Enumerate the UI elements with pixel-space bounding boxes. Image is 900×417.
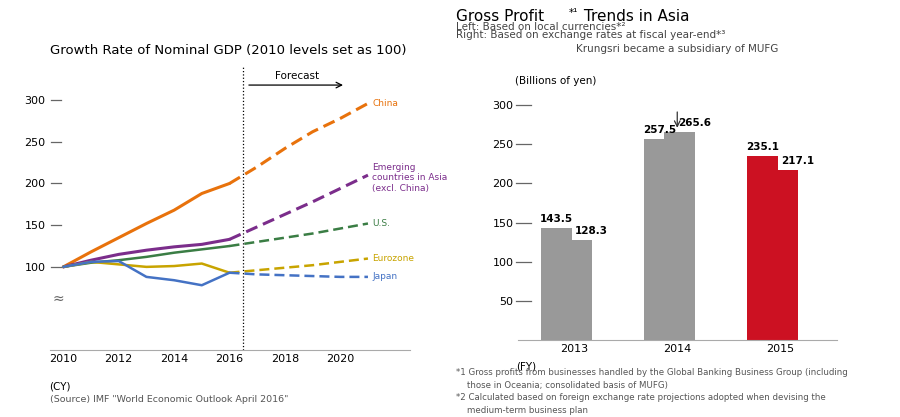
Text: Right: Based on exchange rates at fiscal year-end*³: Right: Based on exchange rates at fiscal… — [456, 30, 725, 40]
Bar — [767, 170, 797, 340]
Text: 143.5: 143.5 — [540, 214, 573, 224]
Bar — [747, 156, 778, 340]
Text: 217.1: 217.1 — [781, 156, 815, 166]
Text: (CY): (CY) — [50, 382, 71, 392]
Text: Eurozone: Eurozone — [372, 254, 414, 263]
Text: *¹: *¹ — [569, 8, 578, 18]
Bar — [541, 228, 572, 340]
Bar — [561, 239, 591, 340]
Text: ≈: ≈ — [52, 291, 64, 306]
Text: 128.3: 128.3 — [575, 226, 608, 236]
Text: Growth Rate of Nominal GDP (2010 levels set as 100): Growth Rate of Nominal GDP (2010 levels … — [50, 44, 406, 57]
Text: Trends in Asia: Trends in Asia — [579, 9, 689, 24]
Text: Krungsri became a subsidiary of MUFG: Krungsri became a subsidiary of MUFG — [576, 44, 778, 54]
Text: China: China — [372, 99, 398, 108]
Text: Gross Profit: Gross Profit — [456, 9, 544, 24]
Bar — [644, 138, 675, 340]
Text: Emerging
countries in Asia
(excl. China): Emerging countries in Asia (excl. China) — [372, 163, 447, 193]
Text: 257.5: 257.5 — [644, 125, 676, 135]
Text: (Billions of yen): (Billions of yen) — [516, 76, 597, 86]
Text: Left: Based on local currencies*²: Left: Based on local currencies*² — [456, 22, 626, 32]
Text: (Source) IMF "World Economic Outlook April 2016": (Source) IMF "World Economic Outlook Apr… — [50, 395, 288, 404]
Text: Forecast: Forecast — [274, 71, 319, 81]
Text: (FY): (FY) — [517, 362, 536, 372]
Text: *1 Gross profits from businesses handled by the Global Banking Business Group (i: *1 Gross profits from businesses handled… — [456, 368, 853, 417]
Text: 265.6: 265.6 — [679, 118, 711, 128]
Text: U.S.: U.S. — [372, 219, 390, 228]
Bar — [664, 132, 695, 340]
Text: 235.1: 235.1 — [746, 142, 779, 152]
Text: Japan: Japan — [372, 272, 397, 281]
